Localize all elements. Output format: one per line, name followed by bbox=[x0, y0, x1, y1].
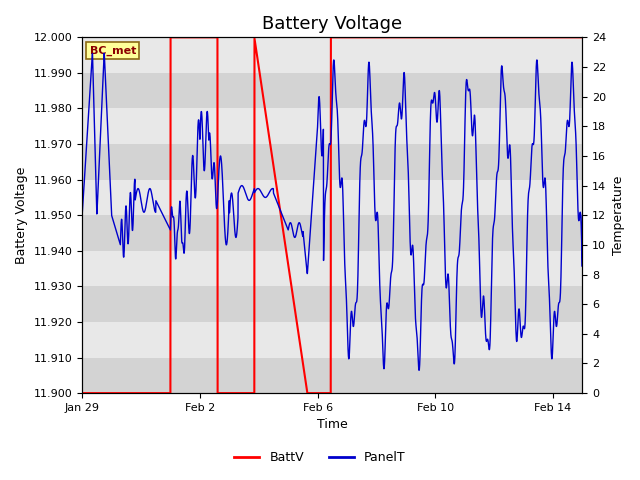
Text: BC_met: BC_met bbox=[90, 45, 136, 56]
X-axis label: Time: Time bbox=[317, 419, 348, 432]
Bar bbox=[82, 251, 582, 287]
Bar bbox=[82, 73, 582, 108]
Bar bbox=[82, 287, 582, 322]
Legend: BattV, PanelT: BattV, PanelT bbox=[229, 446, 411, 469]
Title: Battery Voltage: Battery Voltage bbox=[262, 15, 403, 33]
Bar bbox=[82, 37, 582, 73]
Bar bbox=[82, 144, 582, 180]
Y-axis label: Battery Voltage: Battery Voltage bbox=[15, 167, 28, 264]
Bar bbox=[82, 108, 582, 144]
Bar bbox=[82, 322, 582, 358]
Bar bbox=[82, 215, 582, 251]
Y-axis label: Temperature: Temperature bbox=[612, 176, 625, 255]
Bar bbox=[82, 358, 582, 393]
Bar bbox=[82, 180, 582, 215]
